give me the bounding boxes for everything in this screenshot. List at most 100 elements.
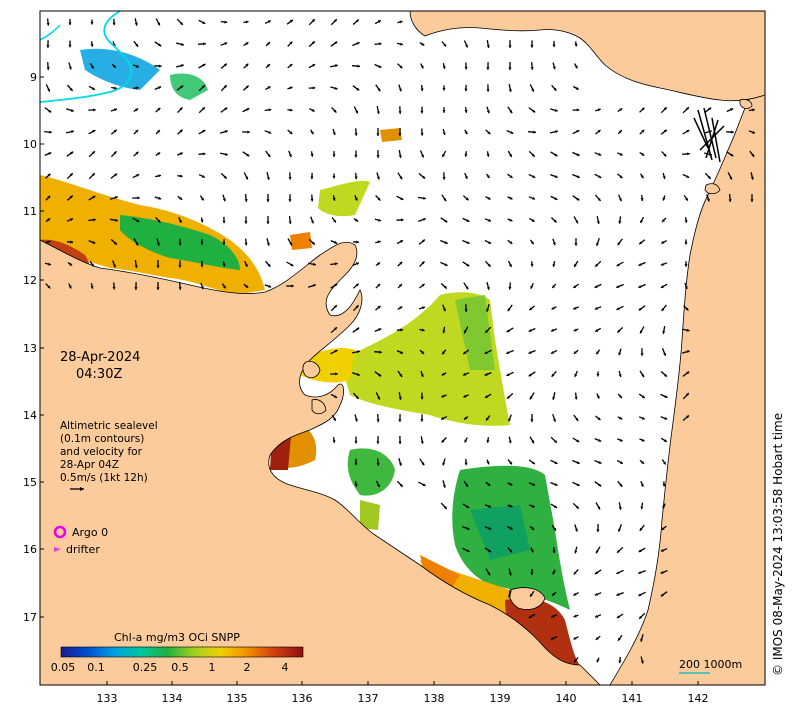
axis-ticks: 133 134 135 136 137 138 139 140 141 1429101112131… (23, 71, 709, 705)
velocity-arrow-head (554, 197, 558, 200)
velocity-arrow-head (552, 396, 556, 400)
velocity-arrow-head (640, 330, 643, 334)
velocity-arrow-head (377, 396, 380, 400)
velocity-arrow-head (574, 65, 578, 69)
velocity-arrow-head (618, 528, 621, 532)
velocity-arrow-head (640, 175, 644, 179)
velocity-arrow-head (574, 264, 577, 267)
velocity-arrow-head (576, 197, 580, 201)
velocity-arrow-head (90, 44, 94, 47)
velocity-arrow-head (93, 108, 96, 112)
velocity-arrow-head (92, 87, 95, 90)
velocity-arrow-head (530, 241, 534, 245)
velocity-arrow-head (266, 64, 270, 68)
velocity-arrow-head (639, 527, 643, 531)
velocity-arrow-head (444, 263, 448, 266)
velocity-arrow-head (400, 328, 403, 332)
velocity-arrow-head (332, 154, 336, 157)
y-tick-label: 12 (23, 274, 37, 287)
velocity-arrow-head (311, 241, 315, 245)
velocity-arrow-head (114, 173, 118, 177)
velocity-arrow-head (377, 484, 380, 488)
velocity-arrow-head (202, 85, 205, 89)
velocity-arrow-head (421, 261, 425, 265)
velocity-arrow-head (46, 45, 50, 48)
velocity-arrow-head (356, 327, 360, 331)
velocity-arrow-head (618, 221, 622, 224)
velocity-arrow-head (113, 151, 117, 155)
velocity-arrow-head (47, 173, 51, 177)
colorbar-gradient (60, 646, 304, 658)
velocity-arrow-head (49, 130, 52, 134)
velocity-arrow-head (573, 328, 577, 332)
velocity-arrow-head (247, 130, 250, 134)
velocity-arrow-head (47, 195, 51, 199)
velocity-arrow-head (288, 177, 292, 180)
velocity-arrow-head (422, 239, 425, 243)
velocity-arrow-head (596, 242, 599, 246)
velocity-arrow-head (597, 198, 601, 201)
velocity-arrow-head (686, 328, 690, 332)
velocity-arrow-head (334, 86, 338, 90)
velocity-arrow-head (597, 417, 601, 420)
velocity-arrow-head (638, 571, 642, 574)
velocity-arrow-head (267, 154, 271, 157)
velocity-arrow-head (398, 462, 402, 466)
velocity-arrow-head (487, 572, 491, 576)
legend-line: Altimetric sealevel (60, 420, 158, 432)
velocity-arrow-head (488, 549, 492, 553)
velocity-arrow-head (552, 571, 556, 575)
velocity-arrow-head (134, 265, 138, 268)
velocity-arrow-head (442, 88, 446, 91)
velocity-arrow-head (638, 307, 642, 311)
argo-track (40, 11, 133, 103)
velocity-arrow-head (310, 220, 314, 224)
land-layer (40, 11, 765, 685)
velocity-arrow-head (466, 505, 470, 508)
velocity-arrow-head (466, 241, 470, 244)
velocity-arrows (44, 18, 756, 664)
x-tick-label: 134 (162, 692, 183, 705)
velocity-arrow-head (686, 415, 689, 419)
velocity-arrow-head (179, 152, 183, 156)
velocity-arrow-head (354, 154, 358, 158)
velocity-arrow-head (134, 287, 138, 290)
velocity-arrow-head (354, 197, 358, 201)
velocity-arrow-head (663, 107, 667, 111)
map-time: 04:30Z (76, 367, 122, 382)
colorbar: Chl-a mg/m3 OCi SNPP 0.05 0.1 0.25 0.5 1 2 4 (51, 631, 304, 674)
velocity-arrow-head (597, 506, 600, 510)
velocity-arrow-head (552, 264, 556, 267)
velocity-arrow-head (334, 395, 338, 398)
velocity-arrow-head (443, 43, 447, 47)
velocity-arrow-head (202, 21, 206, 24)
velocity-arrow-head (423, 196, 426, 200)
velocity-arrow-head (245, 176, 248, 180)
velocity-arrow-head (356, 87, 360, 91)
velocity-arrow-head (466, 263, 470, 267)
velocity-arrow-head (618, 130, 622, 134)
velocity-arrow-head (181, 42, 184, 46)
velocity-arrow-head (200, 242, 204, 245)
velocity-arrow-head (684, 264, 688, 267)
velocity-arrow-head (686, 175, 690, 178)
velocity-arrow-head (93, 218, 96, 222)
velocity-arrow-head (531, 526, 535, 530)
velocity-arrow-head (156, 265, 160, 268)
velocity-arrow-head (594, 285, 598, 288)
velocity-arrow-head (686, 371, 690, 375)
velocity-arrow-head (222, 242, 226, 245)
velocity-arrow-head (660, 285, 664, 288)
velocity-arrow-head (552, 285, 556, 288)
velocity-arrow-head (357, 64, 360, 68)
velocity-arrow-head (136, 219, 140, 222)
velocity-arrow-head (47, 218, 51, 222)
velocity-arrow-head (553, 219, 557, 223)
velocity-arrow-head (332, 176, 336, 179)
velocity-arrow-head (508, 264, 512, 267)
x-tick-label: 141 (622, 692, 643, 705)
velocity-arrow-head (551, 592, 555, 596)
velocity-arrow-head (530, 419, 534, 422)
velocity-arrow-head (114, 108, 117, 112)
velocity-arrow-head (180, 64, 184, 68)
